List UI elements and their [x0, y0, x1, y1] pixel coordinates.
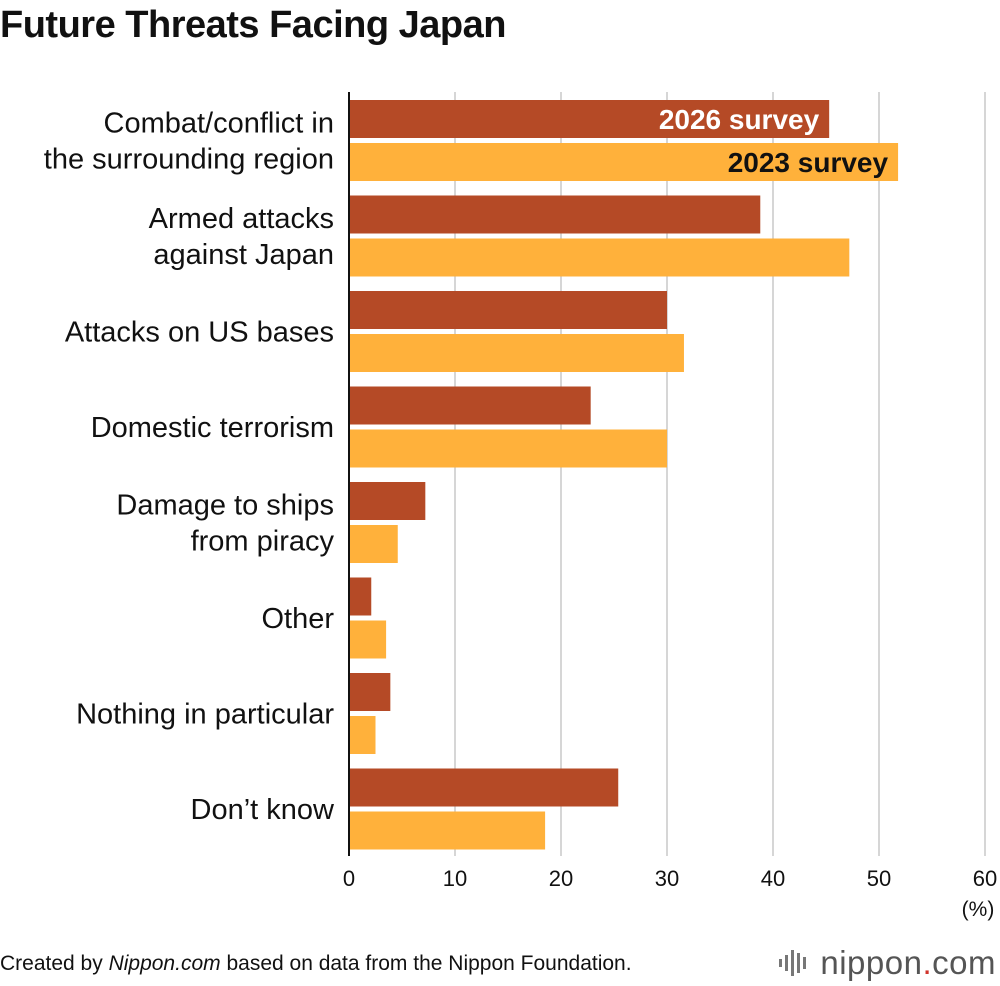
bar [349, 334, 684, 372]
category-label: against Japan [153, 239, 334, 271]
footer-site: Nippon.com [108, 952, 221, 975]
category-label: Armed attacks [149, 203, 334, 235]
category-labels: Combat/conflict in the surrounding region… [44, 108, 335, 827]
brand-dot: . [922, 944, 933, 981]
bar [349, 768, 619, 807]
bar [349, 291, 667, 329]
bar [349, 482, 426, 520]
x-tick-label: 0 [343, 866, 355, 891]
bar [349, 386, 591, 425]
bar [349, 429, 667, 468]
footer-prefix: Created by [0, 952, 109, 975]
category-label: Domestic terrorism [91, 412, 334, 444]
bar [349, 673, 391, 711]
bar [349, 525, 398, 563]
x-tick-label: 50 [867, 866, 891, 891]
legend-label: 2023 survey [728, 147, 889, 178]
brand-name: nippon [820, 944, 923, 981]
x-tick-labels: 0 10 20 30 40 50 60 [343, 866, 997, 891]
brand-tld: com [932, 944, 996, 981]
bar [349, 238, 850, 277]
category-label: Don’t know [191, 794, 336, 826]
bar [349, 100, 830, 138]
x-tick-label: 20 [549, 866, 573, 891]
x-tick-label: 30 [655, 866, 679, 891]
bars: 2026 survey 2023 survey [349, 100, 899, 850]
chart-title: Future Threats Facing Japan [0, 4, 506, 46]
category-label: Attacks on US bases [65, 317, 334, 349]
footer-suffix: based on data from the Nippon Foundation… [220, 952, 632, 975]
bar [349, 620, 387, 659]
bar-chart: 2026 survey 2023 survey Combat/conflict i… [44, 92, 997, 921]
category-label: Nothing in particular [76, 699, 334, 731]
legend-label: 2026 survey [659, 104, 820, 135]
bar [349, 716, 376, 754]
category-label: Damage to ships [116, 490, 334, 522]
x-tick-label: 40 [761, 866, 785, 891]
category-label: Combat/conflict in [104, 108, 335, 140]
x-unit-label: (%) [962, 898, 995, 921]
category-label: from piracy [191, 526, 335, 558]
source-footer: Created by Nippon.com based on data from… [0, 952, 632, 976]
category-label: Other [261, 603, 334, 635]
x-tick-label: 60 [973, 866, 997, 891]
bar [349, 577, 372, 616]
sound-wave-icon [779, 950, 807, 976]
bar [349, 195, 761, 234]
bar [349, 811, 546, 850]
nippon-logo: nippon. com [778, 944, 996, 982]
x-tick-label: 10 [443, 866, 467, 891]
category-label: the surrounding region [44, 144, 334, 176]
bar [349, 143, 899, 181]
